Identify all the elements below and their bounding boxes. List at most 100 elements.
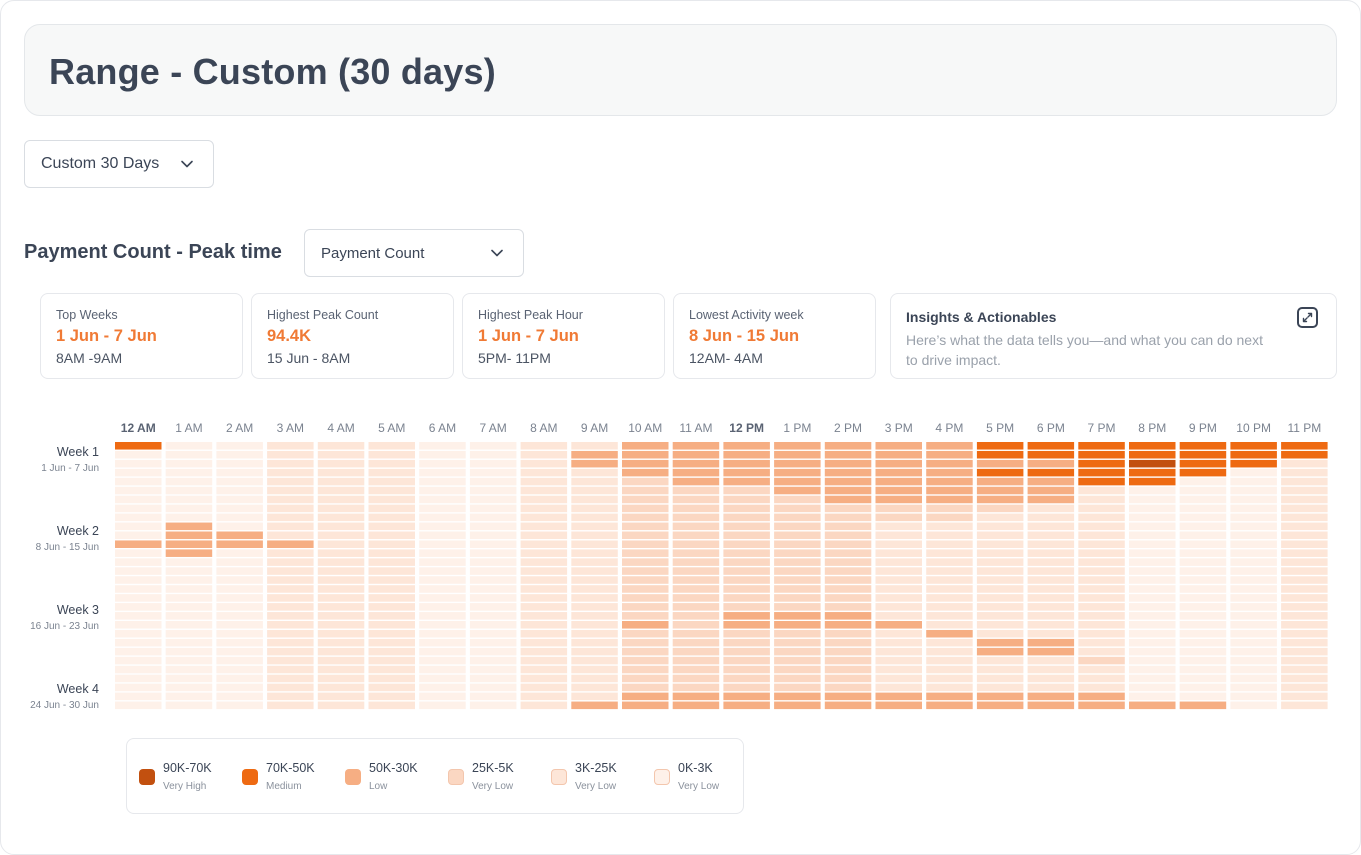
heatmap-cell (622, 442, 669, 450)
heatmap-cell (926, 647, 973, 656)
heatmap-cell (1281, 638, 1328, 647)
legend-swatch (551, 769, 567, 785)
heatmap-cell (317, 585, 365, 593)
heatmap-cell (1230, 531, 1277, 540)
heatmap-cell (165, 638, 213, 647)
heatmap-cell (267, 638, 314, 647)
heatmap-cell (926, 656, 973, 665)
heatmap-cell (976, 513, 1024, 522)
heatmap-cell (267, 459, 314, 468)
legend-range: 70K-50K (266, 761, 315, 775)
heatmap-cell (723, 442, 770, 450)
heatmap-cell (824, 701, 872, 710)
heatmap-cell (267, 594, 314, 602)
heatmap-cell (368, 603, 415, 611)
heatmap-cell (469, 459, 517, 468)
heatmap-cell (1281, 594, 1328, 602)
heatmap-cell (1129, 612, 1176, 620)
heatmap-cell (926, 540, 973, 548)
heatmap-cell (672, 665, 720, 674)
heatmap-cell (571, 603, 618, 611)
heatmap-cell (1230, 665, 1277, 674)
heatmap-cell (1230, 656, 1277, 665)
heatmap-cell (520, 477, 568, 486)
heatmap-cell (571, 638, 618, 647)
heatmap-cell (216, 674, 263, 683)
hour-label: 4 PM (935, 421, 964, 435)
heatmap-cell (1027, 486, 1075, 495)
heatmap-cell (1027, 450, 1075, 459)
heatmap-cell (622, 603, 669, 611)
week-range: 8 Jun - 15 Jun (35, 542, 99, 553)
heatmap-cell (317, 576, 365, 584)
heatmap-cell (774, 450, 821, 459)
heatmap-cell (368, 629, 415, 638)
expand-icon[interactable] (1297, 307, 1318, 328)
heatmap-cell (926, 504, 973, 513)
heatmap-cell (368, 594, 415, 602)
heatmap-cell (622, 504, 669, 513)
heatmap-cell (216, 531, 263, 540)
heatmap-cell (216, 594, 263, 602)
heatmap-cell (1179, 629, 1227, 638)
heatmap-cell (1078, 567, 1125, 575)
heatmap-cell (1129, 683, 1176, 692)
heatmap-cell (672, 692, 720, 701)
heatmap-cell (520, 450, 568, 459)
hour-label: 6 PM (1036, 421, 1065, 435)
heatmap-cell (267, 504, 314, 513)
heatmap-cell (216, 522, 263, 531)
heatmap-cell (672, 549, 720, 557)
range-dropdown[interactable]: Custom 30 Days (24, 140, 214, 188)
heatmap-cell (216, 576, 263, 584)
heatmap-cell (723, 576, 770, 584)
heatmap-cell (1129, 567, 1176, 575)
heatmap-cell (1281, 558, 1328, 566)
heatmap-cell (1230, 450, 1277, 459)
heatmap-cell (1129, 692, 1176, 701)
heatmap-cell (976, 683, 1024, 692)
heatmap-cell (216, 629, 263, 638)
heatmap-cell (317, 450, 365, 459)
heatmap-cell (1129, 629, 1176, 638)
heatmap-cell (672, 629, 720, 638)
heatmap-cell (165, 665, 213, 674)
heatmap-cell (1078, 486, 1125, 495)
heatmap-cell (469, 647, 517, 656)
heatmap-cell (520, 531, 568, 540)
heatmap-cell (368, 647, 415, 656)
heatmap-cell (317, 468, 365, 477)
heatmap-cell (622, 567, 669, 575)
metric-dropdown[interactable]: Payment Count (304, 229, 524, 277)
week-label: Week 2 8 Jun - 15 Jun (0, 524, 99, 553)
heatmap-cell (571, 540, 618, 548)
heatmap-cell (622, 468, 669, 477)
hour-label: 10 PM (1236, 421, 1271, 435)
heatmap-cell (622, 513, 669, 522)
heatmap-cell (672, 647, 720, 656)
heatmap-cell (216, 540, 263, 548)
heatmap-cell (1281, 665, 1328, 674)
heatmap-cell (1230, 567, 1277, 575)
heatmap-cell (1027, 540, 1075, 548)
heatmap-cell (926, 638, 973, 647)
heatmap-cell (571, 495, 618, 504)
heatmap-cell (115, 558, 162, 566)
heatmap-cell (267, 692, 314, 701)
heatmap-cell (520, 656, 568, 665)
legend-level: Very Low (575, 781, 617, 792)
heatmap-cell (165, 692, 213, 701)
heatmap-cell (216, 612, 263, 620)
heatmap-cell (317, 647, 365, 656)
heatmap-cell (774, 585, 821, 593)
heatmap-cell (1027, 692, 1075, 701)
heatmap-cell (317, 665, 365, 674)
chevron-down-icon (491, 249, 503, 257)
hour-label: 1 AM (175, 421, 203, 435)
heatmap-cell (976, 540, 1024, 548)
heatmap-cell (571, 647, 618, 656)
heatmap-cell (824, 495, 872, 504)
heatmap-cell (1027, 495, 1075, 504)
heatmap-cell (1078, 638, 1125, 647)
heatmap-cell (520, 674, 568, 683)
